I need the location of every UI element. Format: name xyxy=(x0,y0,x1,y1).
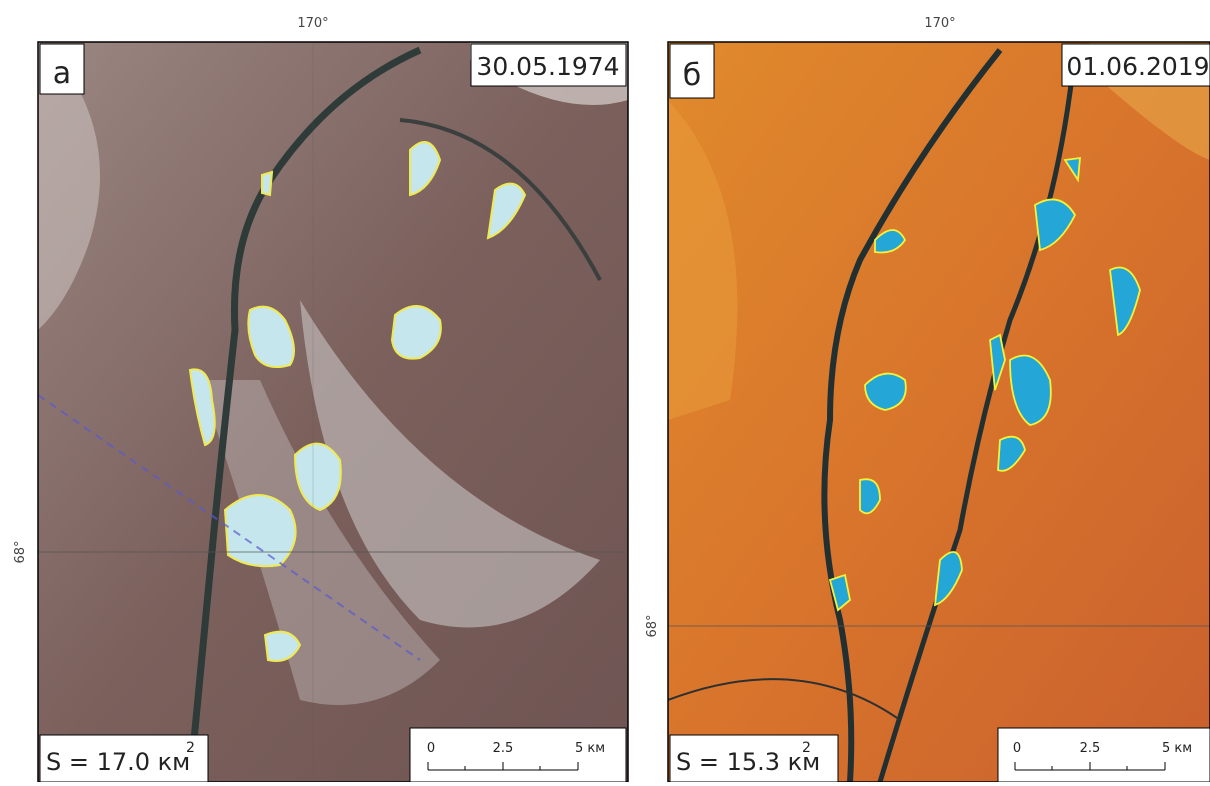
scale-label: 0 xyxy=(1013,741,1021,756)
area-label: S = 15.3 км xyxy=(676,748,820,776)
area-superscript: 2 xyxy=(802,740,811,756)
longitude-label: 170° xyxy=(297,16,328,31)
image-1974 xyxy=(38,42,628,782)
panel-label: а xyxy=(53,56,71,91)
page: {"panels": [ {"label": "а", "date": "30.… xyxy=(0,0,1210,782)
latitude-label: 68° xyxy=(645,614,660,637)
scale-label: 2.5 xyxy=(1080,741,1101,756)
area-label: S = 17.0 км xyxy=(46,748,190,776)
scale-label: 0 xyxy=(427,741,435,756)
panel-label: б xyxy=(683,58,702,93)
scale-label: 5 км xyxy=(575,741,605,756)
latitude-label: 68° xyxy=(13,540,28,563)
scale-label: 2.5 xyxy=(493,741,514,756)
date-label: 30.05.1974 xyxy=(476,52,619,81)
longitude-label: 170° xyxy=(924,16,955,31)
figure: 170° 68° а 30.05.1974 S = 17.0 км 2 0 2.… xyxy=(0,0,1210,782)
area-superscript: 2 xyxy=(186,740,195,756)
date-label: 01.06.2019 xyxy=(1066,52,1209,81)
image-2019 xyxy=(668,42,1210,782)
scale-label: 5 км xyxy=(1162,741,1192,756)
